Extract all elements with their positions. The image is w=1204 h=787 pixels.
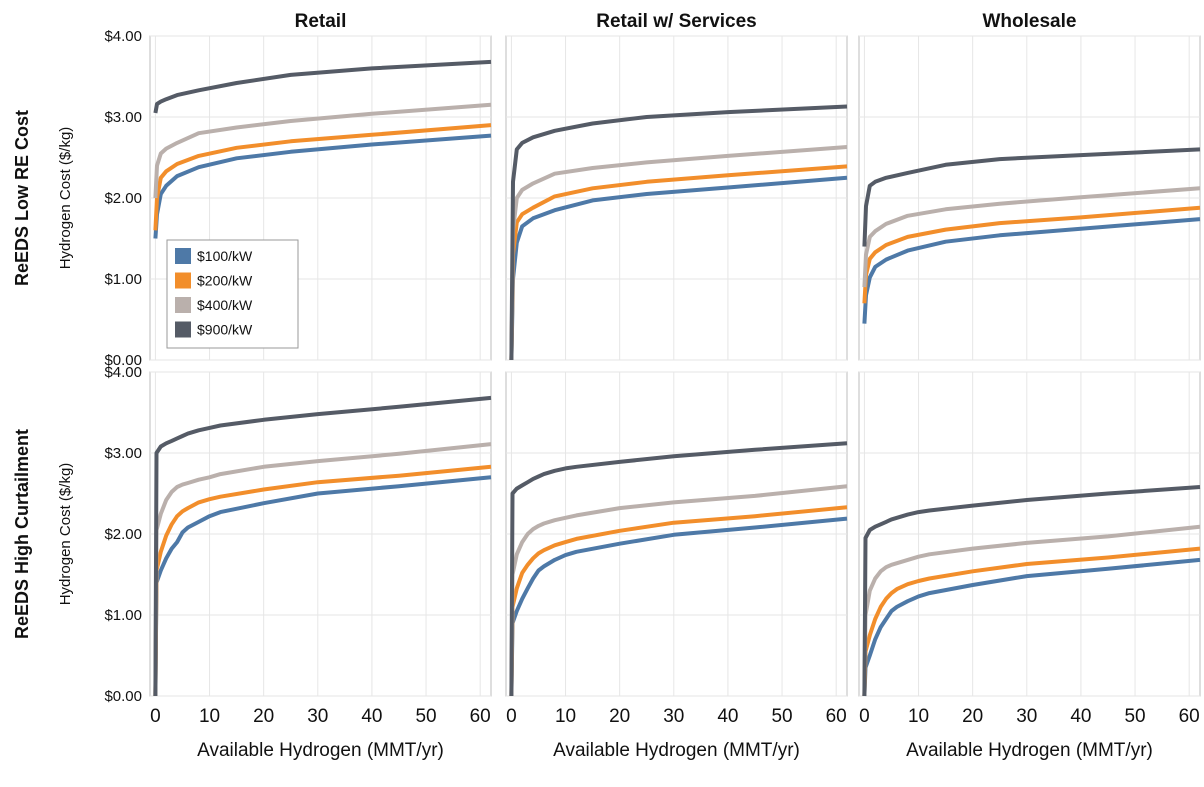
- series-line: [862, 485, 1201, 697]
- y-tick-label: $4.00: [104, 364, 142, 381]
- series-line: [862, 524, 1201, 697]
- series-line: [153, 475, 492, 697]
- y-axis-label: Hydrogen Cost ($/kg): [57, 127, 74, 270]
- x-tick-label: 20: [609, 706, 630, 727]
- legend-swatch: [175, 297, 191, 313]
- series-line: [862, 186, 1201, 288]
- x-tick-label: 30: [663, 706, 684, 727]
- series-line: [153, 59, 492, 114]
- x-tick-label: 0: [506, 706, 517, 727]
- x-tick-label: 50: [1124, 706, 1145, 727]
- x-tick-label: 40: [361, 706, 382, 727]
- row-title: ReEDS High Curtailment: [12, 429, 32, 639]
- x-tick-label: 60: [826, 706, 847, 727]
- x-tick-label: 30: [1016, 706, 1037, 727]
- legend-swatch: [175, 248, 191, 264]
- x-tick-label: 60: [470, 706, 491, 727]
- series-line: [153, 102, 492, 199]
- x-tick-label: 10: [908, 706, 929, 727]
- series-line: [862, 217, 1201, 324]
- column-title: Wholesale: [983, 11, 1077, 32]
- x-axis-label: Available Hydrogen (MMT/yr): [197, 740, 444, 761]
- legend-label: $400/kW: [197, 297, 253, 313]
- x-tick-label: 50: [771, 706, 792, 727]
- series-line: [862, 546, 1201, 697]
- legend-swatch: [175, 272, 191, 289]
- x-tick-label: 40: [717, 706, 738, 727]
- series-line: [862, 205, 1201, 304]
- column-title: Retail w/ Services: [596, 11, 757, 32]
- series-line: [862, 147, 1201, 247]
- x-tick-label: 60: [1179, 706, 1200, 727]
- column-title: Retail: [295, 11, 347, 32]
- series-line: [862, 557, 1201, 697]
- y-tick-label: $1.00: [104, 271, 142, 288]
- y-tick-label: $3.00: [104, 109, 142, 126]
- y-tick-label: $4.00: [104, 28, 142, 45]
- series-line: [509, 104, 848, 361]
- series-line: [509, 441, 848, 697]
- series-line: [509, 145, 848, 361]
- legend-label: $200/kW: [197, 273, 253, 289]
- y-tick-label: $1.00: [104, 607, 142, 624]
- series-line: [509, 484, 848, 697]
- y-tick-label: $2.00: [104, 526, 142, 543]
- series-line: [509, 505, 848, 697]
- x-axis-label: Available Hydrogen (MMT/yr): [906, 740, 1153, 761]
- legend-label: $100/kW: [197, 248, 253, 264]
- x-tick-label: 10: [199, 706, 220, 727]
- series-line: [153, 133, 492, 239]
- series-line: [153, 442, 492, 697]
- y-tick-label: $3.00: [104, 445, 142, 462]
- x-tick-label: 0: [859, 706, 870, 727]
- x-axis-label: Available Hydrogen (MMT/yr): [553, 740, 800, 761]
- series-line: [153, 395, 492, 697]
- y-axis-label: Hydrogen Cost ($/kg): [57, 463, 74, 606]
- x-tick-label: 20: [962, 706, 983, 727]
- x-tick-label: 50: [415, 706, 436, 727]
- row-title: ReEDS Low RE Cost: [12, 110, 32, 286]
- legend-swatch: [175, 321, 191, 338]
- legend-label: $900/kW: [197, 322, 253, 338]
- x-tick-label: 40: [1070, 706, 1091, 727]
- x-tick-label: 0: [150, 706, 161, 727]
- series-line: [509, 516, 848, 697]
- y-tick-label: $0.00: [104, 688, 142, 705]
- x-tick-label: 10: [555, 706, 576, 727]
- y-tick-label: $2.00: [104, 190, 142, 207]
- series-line: [153, 464, 492, 697]
- x-tick-label: 30: [307, 706, 328, 727]
- x-tick-label: 20: [253, 706, 274, 727]
- y-tick-label: $0.00: [104, 352, 142, 369]
- series-line: [153, 123, 492, 231]
